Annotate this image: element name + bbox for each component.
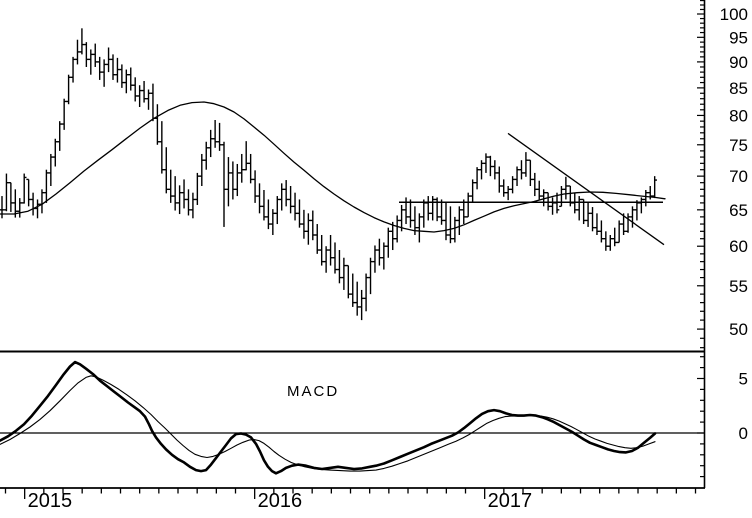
price-axis-label: 75 [729, 136, 748, 155]
macd-signal-line [0, 375, 656, 472]
price-axis-label: 100 [720, 5, 748, 24]
price-axis-label: 55 [729, 277, 748, 296]
macd-axis-label: 0 [739, 424, 748, 443]
macd-line [0, 360, 657, 475]
price-axis-label: 70 [729, 167, 748, 186]
down-trendline [507, 132, 665, 246]
price-axis-label: 90 [729, 53, 748, 72]
year-label: 2017 [488, 490, 533, 512]
price-axis-label: 50 [729, 320, 748, 339]
moving-average-line [0, 101, 666, 233]
year-label: 2016 [258, 490, 303, 512]
price-axis-label: 65 [729, 201, 748, 220]
macd-axis-label: 5 [739, 370, 748, 389]
year-label: 2015 [28, 490, 73, 512]
price-axis-label: 80 [729, 106, 748, 125]
macd-indicator-label: MACD [287, 383, 340, 400]
price-axis-label: 95 [729, 28, 748, 47]
price-axis-label: 60 [729, 237, 748, 256]
price-axis-label: 85 [729, 79, 748, 98]
